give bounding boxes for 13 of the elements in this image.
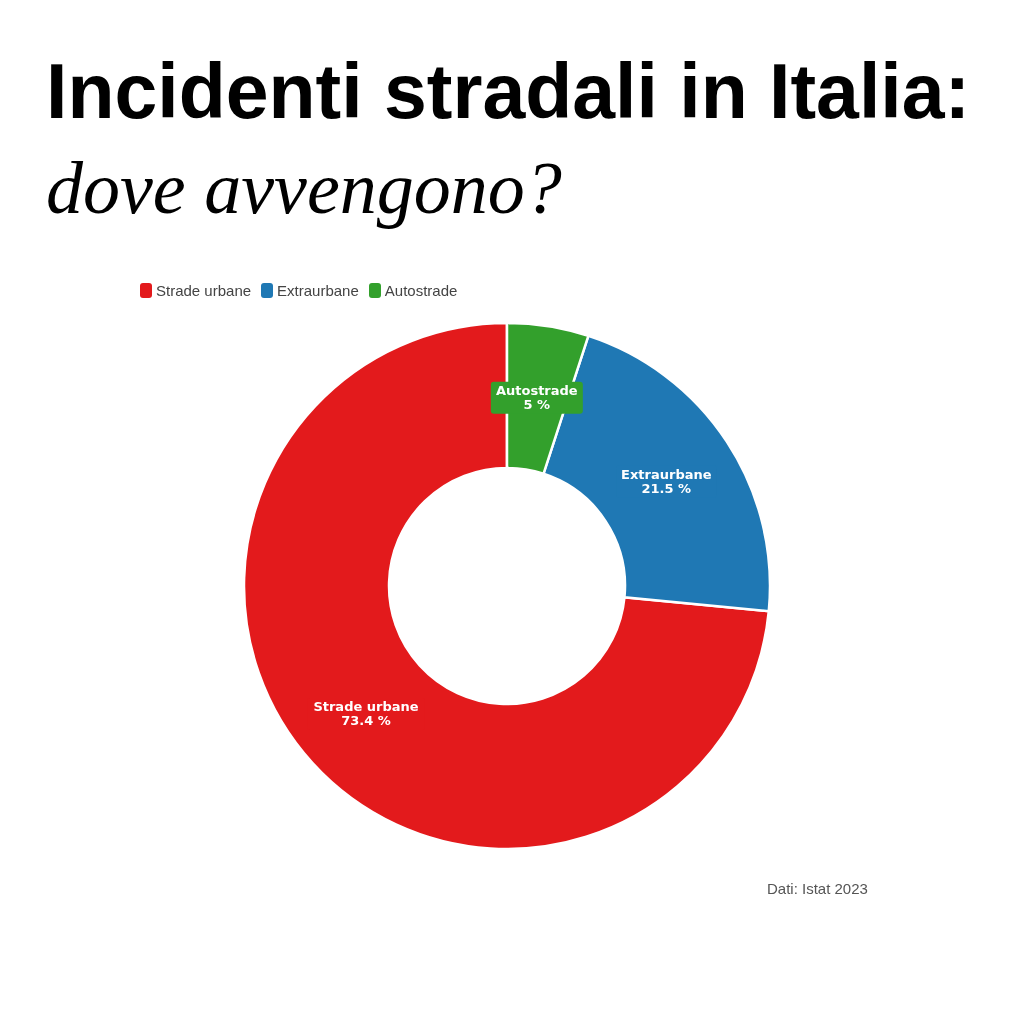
slice-label: Extraurbane <box>621 466 712 482</box>
slice-label: Autostrade <box>495 382 578 398</box>
chart-title: Incidenti stradali in Italia: <box>46 48 971 134</box>
data-label: 73.4 % <box>341 713 391 729</box>
slice-label: Strade urbane <box>313 699 419 715</box>
legend-label: Autostrade <box>384 282 458 299</box>
chart-subtitle: dove avvengono? <box>46 147 562 229</box>
legend-label: Strade urbane <box>156 282 252 299</box>
text: Dati: Istat 2023 <box>767 880 868 897</box>
data-label: 5 % <box>523 396 551 412</box>
donut-slice <box>242 321 771 850</box>
data-label: 21.5 % <box>641 480 692 496</box>
legend-label: Extraurbane <box>277 282 359 299</box>
